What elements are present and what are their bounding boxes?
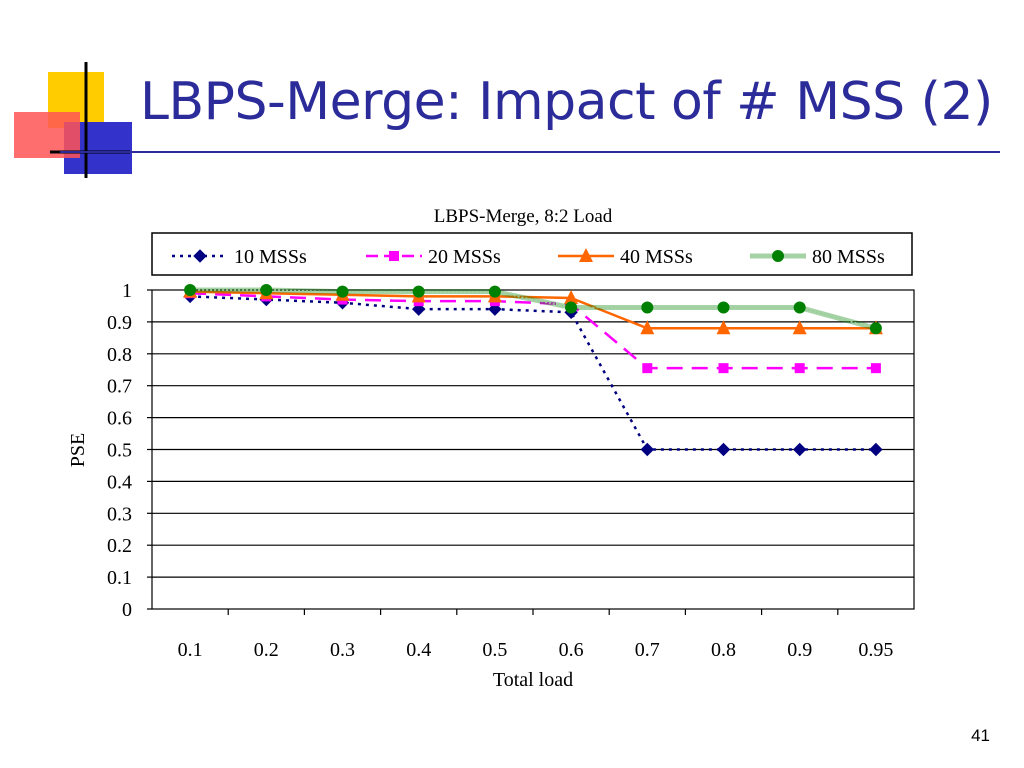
y-tick-label: 0: [122, 599, 132, 621]
x-tick-label: 0.95: [858, 639, 893, 661]
series-2-point: [794, 363, 805, 374]
y-tick-label: 0.2: [107, 535, 132, 557]
series-1-point: [792, 442, 807, 457]
series-line-1: [190, 295, 876, 451]
chart-legend: 10 MSSs 20 MSSs 40 MSSs 80 MSSs: [151, 232, 913, 276]
series-4-point: [412, 285, 425, 298]
x-tick-label: 0.6: [559, 639, 584, 661]
y-tick-label: 1: [122, 280, 132, 302]
series-2-point: [718, 363, 729, 374]
legend-swatch-marker: [389, 251, 399, 261]
y-tick-label: 0.5: [107, 440, 132, 462]
series-3-point: [792, 320, 807, 335]
x-tick-label: 0.5: [482, 639, 507, 661]
series-4-point: [869, 322, 882, 335]
legend-swatch-marker: [579, 248, 593, 262]
y-tick-label: 0.3: [107, 503, 132, 525]
x-tick-label: 0.3: [330, 639, 355, 661]
series-4-point: [793, 301, 806, 314]
series-line-texture-4: [190, 289, 877, 330]
series-3-point: [640, 320, 655, 335]
series-4-point: [336, 285, 349, 298]
legend-label: 40 MSSs: [620, 246, 693, 268]
x-tick-label: 0.8: [711, 639, 736, 661]
y-tick-label: 0.7: [107, 376, 132, 398]
legend-swatch-marker: [772, 250, 784, 262]
legend-swatch-marker: [193, 249, 207, 263]
series-4-point: [184, 284, 197, 296]
series-4-point: [488, 285, 501, 298]
series-1-point: [716, 442, 731, 457]
x-axis-label: Total load: [493, 669, 573, 691]
x-tick-label: 0.2: [254, 639, 279, 661]
slide-title: LBPS-Merge: Impact of # MSS (2): [140, 72, 993, 132]
series-2-point: [870, 363, 881, 374]
y-tick-label: 0.8: [107, 344, 132, 366]
x-tick-label: 0.9: [787, 639, 812, 661]
series-2-point: [642, 363, 653, 374]
x-tick-label: 0.7: [635, 639, 660, 661]
series-1-point: [640, 442, 655, 457]
series-4-point: [260, 284, 273, 296]
series-1-point: [869, 442, 883, 457]
y-tick-label: 0.9: [107, 312, 132, 334]
y-tick-label: 0.6: [107, 408, 132, 430]
slide-logo: [14, 62, 132, 178]
series-4-point: [641, 301, 654, 314]
legend-box: [151, 232, 913, 276]
series-3-point: [716, 320, 731, 335]
x-tick-label: 0.4: [406, 639, 431, 661]
series-line-3: [190, 290, 876, 330]
x-tick-label: 0.1: [178, 639, 203, 661]
series-3-point: [564, 289, 579, 304]
series-line-2: [190, 291, 876, 370]
chart-title: LBPS-Merge, 8:2 Load: [434, 206, 613, 227]
legend-label: 10 MSSs: [234, 246, 307, 268]
legend-label: 20 MSSs: [428, 246, 501, 268]
legend-label: 80 MSSs: [812, 246, 885, 268]
y-axis-label: PSE: [67, 433, 89, 467]
page-number: 41: [971, 726, 990, 745]
series-4-point: [565, 301, 578, 314]
y-tick-label: 0.4: [107, 471, 132, 493]
plot-area: 0 0.1 0.2 0.3 0.4 0.5 0.6 0.7 0.8 0.9 1 0.1 0.2 0.3 0.…: [107, 280, 915, 661]
series-4-point: [717, 301, 730, 314]
y-tick-label: 0.1: [107, 567, 132, 589]
